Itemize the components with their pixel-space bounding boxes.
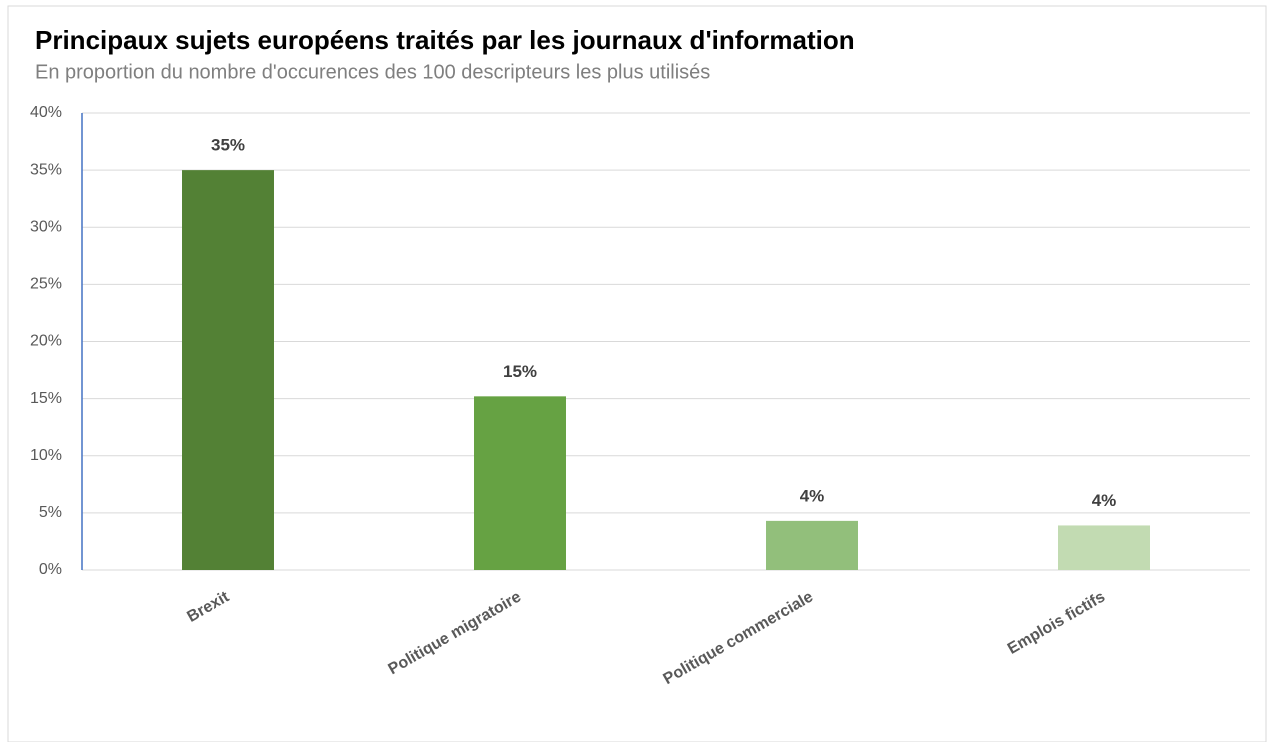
y-tick-label: 25% bbox=[30, 276, 62, 293]
data-label: 4% bbox=[800, 486, 825, 505]
data-label: 15% bbox=[503, 362, 537, 381]
y-tick-label: 20% bbox=[30, 333, 62, 350]
bar bbox=[1058, 525, 1150, 570]
y-tick-label: 0% bbox=[39, 561, 62, 578]
y-tick-label: 15% bbox=[30, 390, 62, 407]
data-label: 35% bbox=[211, 136, 245, 155]
chart-subtitle: En proportion du nombre d'occurences des… bbox=[35, 61, 710, 83]
y-tick-label: 40% bbox=[30, 104, 62, 121]
y-tick-label: 10% bbox=[30, 447, 62, 464]
bar bbox=[182, 170, 274, 570]
y-tick-label: 5% bbox=[39, 504, 62, 521]
bar bbox=[766, 520, 858, 570]
data-label: 4% bbox=[1092, 491, 1117, 510]
y-tick-label: 35% bbox=[30, 161, 62, 178]
chart-title: Principaux sujets européens traités par … bbox=[35, 25, 855, 55]
y-tick-label: 30% bbox=[30, 218, 62, 235]
bar bbox=[474, 396, 566, 570]
